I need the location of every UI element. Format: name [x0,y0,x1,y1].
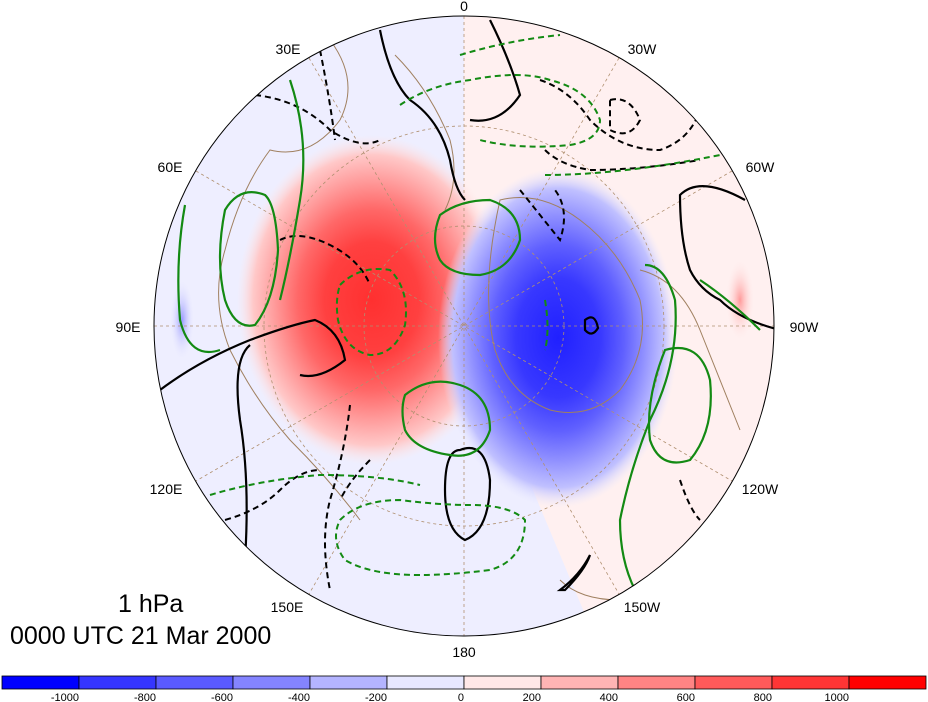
colorbar-label: -400 [288,692,310,702]
polar-map: 0 30W 60W 90W 120W 150W 180 150E 120E 90… [116,0,820,660]
coastlines [218,39,741,601]
colorbar-label: -600 [211,692,233,702]
black-contours [159,19,774,592]
colorbar-label: 600 [677,692,695,702]
lon-label-120e: 120E [150,481,183,497]
green-solid-contours [177,79,761,591]
colorbar-label: -1000 [51,692,79,702]
lon-label-150w: 150W [624,599,661,615]
lon-label-60e: 60E [158,159,183,175]
colorbar-box [540,675,619,690]
lon-label-30e: 30E [276,41,301,57]
colorbar-box [232,675,311,690]
colorbar-box [386,675,465,690]
colorbar-box [155,675,234,690]
colorbar: -1000 -800 -600 -400 -200 0 200 400 600 800 1000 [1,675,927,702]
colorbar-label: 800 [754,692,772,702]
lon-label-0: 0 [460,0,468,14]
lon-label-180: 180 [452,644,476,660]
colorbar-box [309,675,388,690]
colorbar-label: 0 [458,692,464,702]
map-boundary [153,15,775,637]
colorbar-label: -200 [365,692,387,702]
colorbar-box [1,675,80,690]
minor-negative-anomaly [170,280,194,360]
lon-label-120w: 120W [742,481,779,497]
colorbar-label: 200 [523,692,541,702]
green-dashed-contours [209,34,721,577]
lon-label-150e: 150E [271,599,304,615]
colorbar-box [78,675,157,690]
negative-anomaly-center [438,168,678,508]
lon-label-90w: 90W [790,319,820,335]
colorbar-box [617,675,696,690]
colorbar-box [463,675,542,690]
lon-label-30w: 30W [628,41,658,57]
graticule [154,16,774,636]
colorbar-box [848,675,927,690]
valid-time-label: 0000 UTC 21 Mar 2000 [10,622,272,650]
minor-positive-anomaly [726,260,754,340]
colorbar-label: -800 [134,692,156,702]
longitude-labels: 0 30W 60W 90W 120W 150W 180 150E 120E 90… [116,0,820,660]
colorbar-label: 400 [600,692,618,702]
pressure-level-label: 1 hPa [118,590,184,618]
colorbar-box [694,675,773,690]
colorbar-label: 1000 [825,692,849,702]
colorbar-box [771,675,850,690]
lon-label-90e: 90E [116,319,141,335]
lon-label-60w: 60W [746,159,776,175]
